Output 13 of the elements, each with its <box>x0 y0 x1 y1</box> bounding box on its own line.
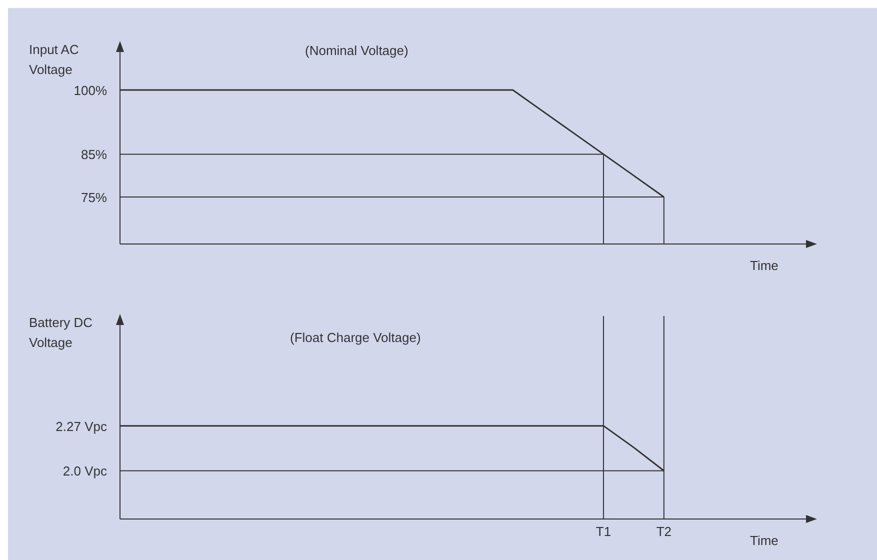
x-axis-title: Time <box>750 258 778 273</box>
y-tick-label: 100% <box>74 83 108 98</box>
y-tick-label: 75% <box>80 190 108 205</box>
x-tick-label: T1 <box>596 524 612 540</box>
annotation: (Nominal Voltage) <box>305 43 408 58</box>
y-tick-label: 85% <box>80 147 108 162</box>
y-axis-title: Input AC Voltage <box>29 41 80 79</box>
annotation: (Float Charge Voltage) <box>290 330 421 345</box>
y-axis-title: Battery DC Voltage <box>29 314 94 352</box>
x-axis-title: Time <box>750 533 778 548</box>
y-tick-label: 2.0 Vpc <box>62 464 108 479</box>
y-tick-label: 2.27 Vpc <box>56 418 108 434</box>
x-tick-label: T2 <box>656 524 672 540</box>
